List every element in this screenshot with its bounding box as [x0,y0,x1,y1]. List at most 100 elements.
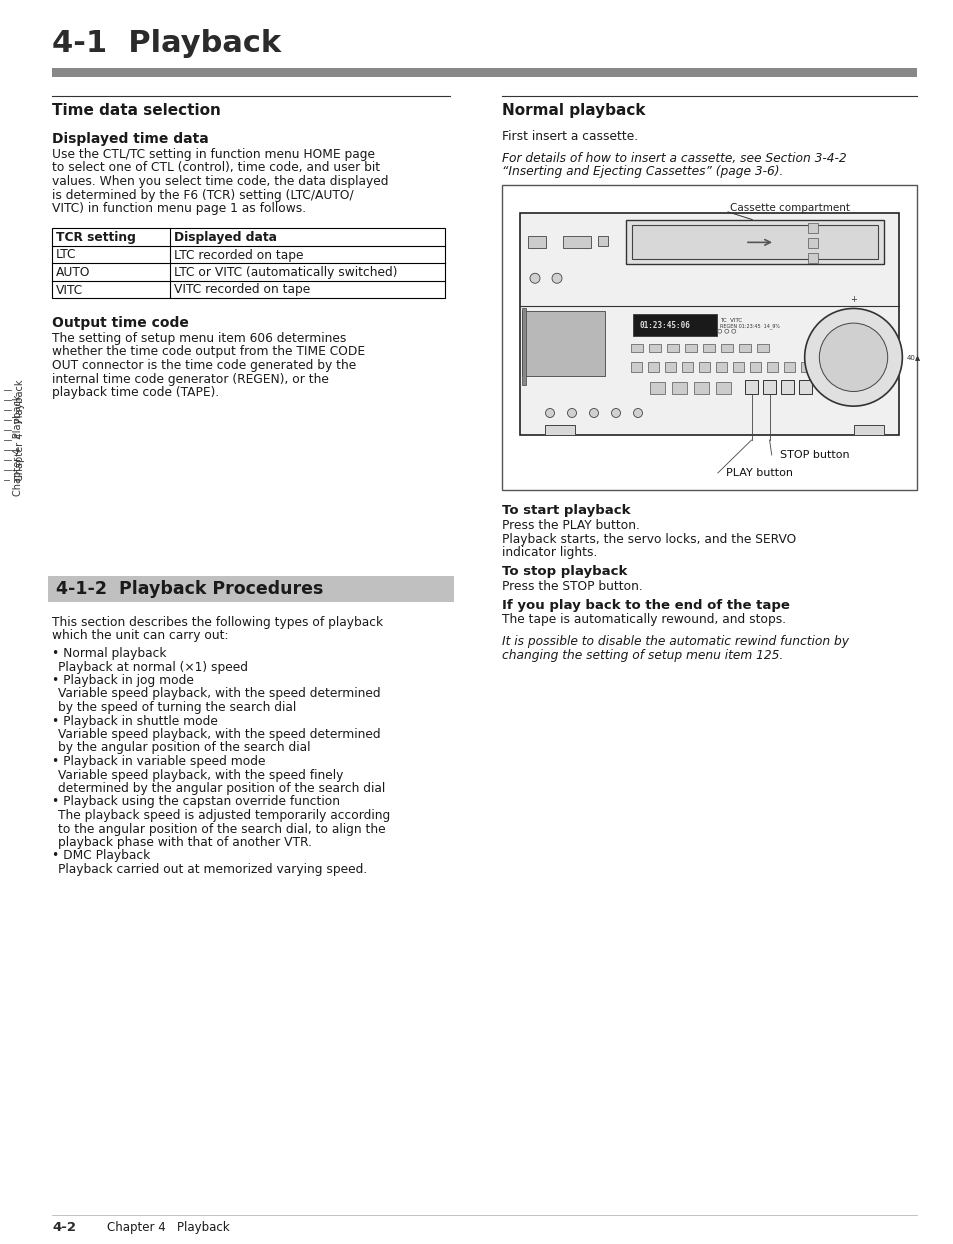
Text: • Playback in variable speed mode: • Playback in variable speed mode [52,755,265,768]
Bar [544,425,575,435]
Text: changing the setting of setup menu item 125.: changing the setting of setup menu item … [501,649,782,662]
Bar [702,345,715,352]
Text: indicator lights.: indicator lights. [501,546,597,559]
Text: is determined by the F6 (TCR) setting (LTC/AUTO/: is determined by the F6 (TCR) setting (L… [52,189,354,202]
Text: Variable speed playback, with the speed finely: Variable speed playback, with the speed … [58,769,343,781]
Bar [650,382,664,394]
Bar [519,213,898,435]
Text: by the angular position of the search dial: by the angular position of the search di… [58,741,310,755]
Text: • Normal playback: • Normal playback [52,647,167,661]
Text: Playback carried out at memorized varying speed.: Playback carried out at memorized varyin… [58,863,367,876]
Circle shape [567,408,576,418]
Circle shape [633,408,641,418]
Text: To start playback: To start playback [501,504,630,518]
Text: by the speed of turning the search dial: by the speed of turning the search dial [58,702,296,714]
Bar [801,362,812,372]
Text: Press the PLAY button.: Press the PLAY button. [501,519,639,532]
Bar [716,382,731,394]
Bar [716,362,726,372]
Bar [762,381,776,394]
Bar [631,345,642,352]
Text: To stop playback: To stop playback [501,566,627,578]
Text: TC  VITC: TC VITC [719,318,741,323]
Circle shape [819,323,887,392]
Text: Displayed data: Displayed data [173,231,276,244]
Text: REGEN 01:23:45  14_9%: REGEN 01:23:45 14_9% [719,323,779,328]
Text: Cassette compartment: Cassette compartment [729,203,849,213]
Bar [664,362,676,372]
Bar [52,228,444,299]
Text: • Playback in jog mode: • Playback in jog mode [52,674,193,687]
Text: LTC recorded on tape: LTC recorded on tape [173,249,303,261]
Text: determined by the angular position of the search dial: determined by the angular position of th… [58,782,385,795]
Text: 4-1  Playback: 4-1 Playback [52,29,281,58]
Text: Playback at normal (×1) speed: Playback at normal (×1) speed [58,661,248,673]
Text: It is possible to disable the automatic rewind function by: It is possible to disable the automatic … [501,636,848,648]
Circle shape [545,408,554,418]
Text: OUT connector is the time code generated by the: OUT connector is the time code generated… [52,360,355,372]
Text: Output time code: Output time code [52,316,189,330]
Text: which the unit can carry out:: which the unit can carry out: [52,629,229,642]
Circle shape [552,274,561,284]
Bar [598,236,607,246]
Text: Variable speed playback, with the speed determined: Variable speed playback, with the speed … [58,688,380,700]
Text: The tape is automatically rewound, and stops.: The tape is automatically rewound, and s… [501,613,785,627]
Bar [757,345,768,352]
Text: Use the CTL/TC setting in function menu HOME page: Use the CTL/TC setting in function menu … [52,148,375,160]
Text: • DMC Playback: • DMC Playback [52,850,150,862]
Text: 4-1-2  Playback Procedures: 4-1-2 Playback Procedures [56,580,323,598]
Bar [625,220,882,264]
Bar [632,225,877,259]
Text: • Playback in shuttle mode: • Playback in shuttle mode [52,714,217,728]
Bar [48,576,454,602]
Text: TCR setting: TCR setting [56,231,135,244]
Text: Playback starts, the servo locks, and the SERVO: Playback starts, the servo locks, and th… [501,532,796,546]
Bar [853,425,883,435]
Circle shape [530,274,539,284]
Bar [699,362,710,372]
Bar [684,345,697,352]
Bar [521,311,605,376]
Text: Chapter 4   Playback: Chapter 4 Playback [13,394,23,496]
Text: internal time code generator (REGEN), or the: internal time code generator (REGEN), or… [52,372,329,386]
Bar [527,236,545,249]
Text: Normal playback: Normal playback [501,103,645,118]
Text: The playback speed is adjusted temporarily according: The playback speed is adjusted temporari… [58,809,390,822]
Text: Variable speed playback, with the speed determined: Variable speed playback, with the speed … [58,728,380,741]
Text: 01:23:45:06: 01:23:45:06 [639,321,690,330]
Bar [744,381,758,394]
Text: VITC) in function menu page 1 as follows.: VITC) in function menu page 1 as follows… [52,202,306,215]
Text: 40▲: 40▲ [905,355,920,361]
Text: The setting of setup menu item 606 determines: The setting of setup menu item 606 deter… [52,332,346,345]
Text: to the angular position of the search dial, to align the: to the angular position of the search di… [58,822,385,836]
Bar [648,362,659,372]
Circle shape [589,408,598,418]
Bar [720,345,733,352]
Bar [766,362,778,372]
Text: playback time code (TAPE).: playback time code (TAPE). [52,386,219,399]
Text: playback phase with that of another VTR.: playback phase with that of another VTR. [58,836,312,848]
Bar [672,382,686,394]
Text: For details of how to insert a cassette, see Section 3-4-2: For details of how to insert a cassette,… [501,152,845,165]
Bar [649,345,660,352]
Bar [562,236,590,249]
Text: Chapter 4   Playback: Chapter 4 Playback [107,1222,230,1234]
Text: LTC: LTC [56,249,76,261]
Text: VITC recorded on tape: VITC recorded on tape [173,284,310,296]
Text: VITC: VITC [56,284,83,296]
Text: This section describes the following types of playback: This section describes the following typ… [52,616,383,629]
Bar [807,253,817,262]
Text: whether the time code output from the TIME CODE: whether the time code output from the TI… [52,346,365,358]
Bar [631,362,641,372]
Bar [739,345,751,352]
Bar [667,345,679,352]
Bar [521,309,525,386]
Circle shape [803,309,902,406]
Bar [501,185,916,490]
Bar [681,362,693,372]
Bar [807,223,817,233]
Bar [750,362,760,372]
Text: “Inserting and Ejecting Cassettes” (page 3-6).: “Inserting and Ejecting Cassettes” (page… [501,165,782,178]
Text: to select one of CTL (control), time code, and user bit: to select one of CTL (control), time cod… [52,162,379,174]
Text: STOP button: STOP button [780,450,849,460]
